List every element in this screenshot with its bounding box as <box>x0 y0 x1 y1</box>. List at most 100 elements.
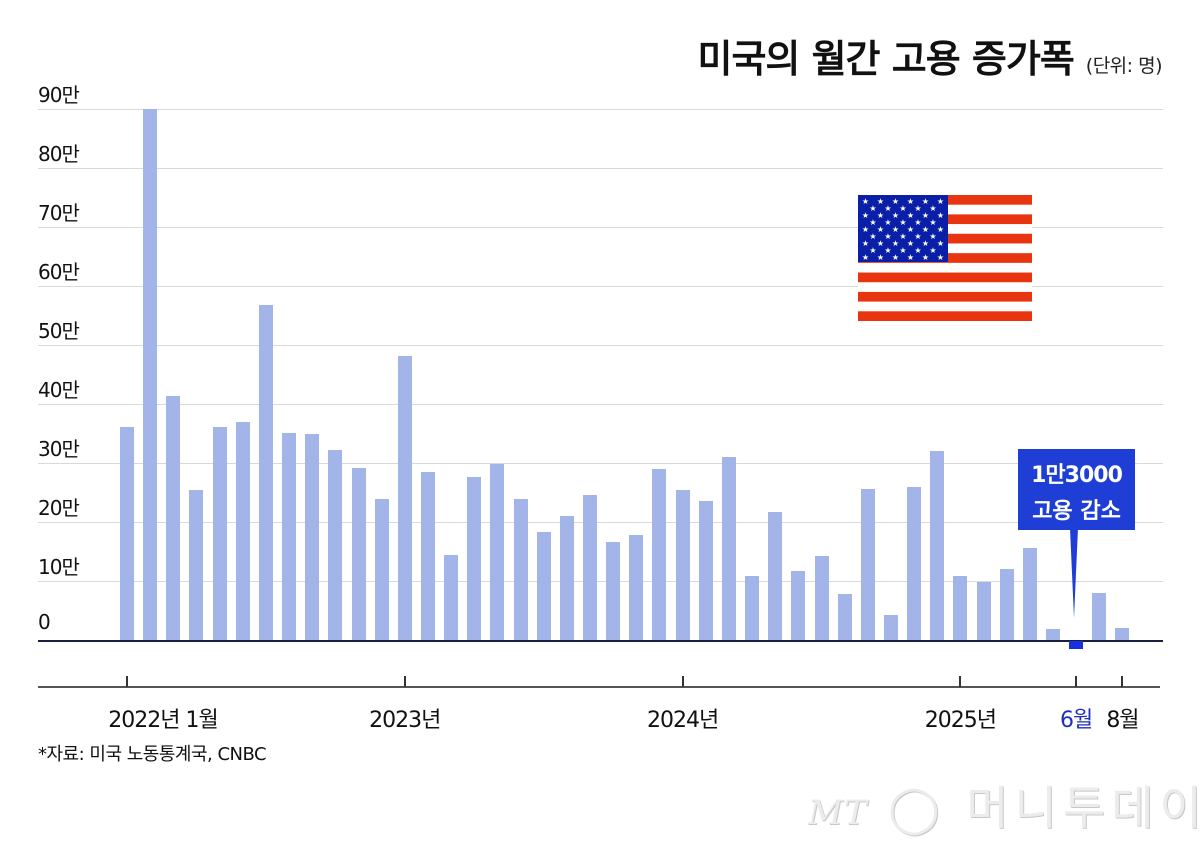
svg-text:★: ★ <box>914 246 921 255</box>
bar-2024-05 <box>768 511 783 640</box>
y-tick-label: 10만 <box>38 555 80 579</box>
svg-text:★: ★ <box>914 232 921 241</box>
svg-text:★: ★ <box>869 204 876 213</box>
svg-text:★: ★ <box>937 253 944 262</box>
bar-2023-08 <box>559 516 574 640</box>
watermark-logo: MT ◯ 머니투데이 <box>808 772 1200 838</box>
watermark-circle-icon: ◯ <box>888 781 946 835</box>
svg-text:★: ★ <box>937 197 944 206</box>
bar-2022-08 <box>282 432 297 640</box>
bar-2025-05 <box>1046 628 1060 640</box>
bar-2023-01 <box>397 356 412 640</box>
callout-text: 고용 감소 <box>1032 499 1121 524</box>
svg-text:★: ★ <box>892 239 899 248</box>
x-tick-label: 2024년 <box>646 708 719 733</box>
svg-text:★: ★ <box>929 204 936 213</box>
svg-text:★: ★ <box>877 253 884 262</box>
bar-2022-04 <box>189 490 204 640</box>
y-tick-label: 40만 <box>38 378 80 402</box>
bar-2023-10 <box>606 542 621 640</box>
svg-text:★: ★ <box>907 225 914 234</box>
bar-2022-01 <box>120 427 134 640</box>
bar-2025-03 <box>999 569 1014 640</box>
svg-text:★: ★ <box>877 239 884 248</box>
svg-text:★: ★ <box>892 253 899 262</box>
bar-2024-12 <box>930 451 945 640</box>
svg-text:★: ★ <box>937 225 944 234</box>
bar-2023-03 <box>444 555 459 640</box>
y-tick-label: 30만 <box>38 437 80 461</box>
bar-2024-01 <box>675 490 690 640</box>
gridline <box>38 463 1163 464</box>
x-tick <box>126 676 128 687</box>
svg-text:★: ★ <box>937 239 944 248</box>
callout-pointer <box>1070 528 1078 618</box>
svg-text:★: ★ <box>907 239 914 248</box>
source-note: *자료: 미국 노동통계국, CNBC <box>38 744 267 765</box>
y-tick-label: 70만 <box>38 201 80 225</box>
svg-text:★: ★ <box>922 253 929 262</box>
bar-2025-04 <box>1022 547 1037 640</box>
svg-text:★: ★ <box>862 211 869 220</box>
y-tick-label: 20만 <box>38 496 80 520</box>
svg-text:★: ★ <box>862 253 869 262</box>
svg-text:★: ★ <box>937 211 944 220</box>
svg-text:★: ★ <box>884 204 891 213</box>
svg-text:★: ★ <box>892 225 899 234</box>
svg-text:★: ★ <box>922 197 929 206</box>
bar-2025-02 <box>976 581 991 640</box>
svg-text:★: ★ <box>922 225 929 234</box>
svg-text:★: ★ <box>884 232 891 241</box>
y-tick-label: 90만 <box>38 83 80 107</box>
bar-2023-07 <box>536 532 551 640</box>
x-tick <box>959 676 962 687</box>
bar-2025-01 <box>953 576 968 640</box>
x-tick-label: 2022년 1월 <box>108 708 218 733</box>
bar-2024-07 <box>814 556 829 640</box>
svg-text:★: ★ <box>892 211 899 220</box>
bar-2023-06 <box>513 498 528 640</box>
bar-2024-09 <box>860 488 875 640</box>
x-axis-line <box>38 686 1160 688</box>
svg-text:★: ★ <box>869 218 876 227</box>
svg-text:★: ★ <box>922 239 929 248</box>
svg-text:★: ★ <box>929 218 936 227</box>
watermark-name: 머니투데이 <box>966 781 1200 835</box>
bar-2024-10 <box>883 615 898 640</box>
bar-2022-03 <box>166 395 181 640</box>
gridline <box>38 227 1163 228</box>
svg-text:★: ★ <box>869 246 876 255</box>
gridline <box>38 168 1163 169</box>
svg-text:★: ★ <box>892 197 899 206</box>
bar-2022-11 <box>351 467 366 640</box>
svg-text:★: ★ <box>922 211 929 220</box>
svg-text:★: ★ <box>877 197 884 206</box>
gridline <box>38 581 1163 582</box>
svg-text:★: ★ <box>907 197 914 206</box>
bar-2025-07 <box>1092 592 1107 640</box>
bar-2023-04 <box>467 477 482 640</box>
bar-2022-02 <box>143 109 158 640</box>
bar-2022-07 <box>258 304 273 640</box>
x-tick <box>1075 676 1078 687</box>
chart-header: 미국의 월간 고용 증가폭 (단위: 명) <box>697 28 1162 83</box>
bar-2023-12 <box>652 468 667 640</box>
bar-2024-11 <box>907 487 922 640</box>
bar-2024-06 <box>791 570 806 640</box>
us-flag-icon: ★ ★ ★ ★ ★ ★★ ★ ★ ★ ★★ ★ ★ ★ ★ ★★ ★ ★ ★ ★★ ★ ★ ★ ★ ★★ ★ ★ ★ ★★ ★ ★ ★ ★ ★★… <box>858 195 1032 321</box>
zero-baseline <box>38 640 1163 642</box>
svg-text:★: ★ <box>877 225 884 234</box>
svg-text:★: ★ <box>899 218 906 227</box>
svg-text:★: ★ <box>907 211 914 220</box>
bar-2022-06 <box>235 422 250 640</box>
svg-text:★: ★ <box>929 232 936 241</box>
bar-2024-02 <box>698 500 713 640</box>
x-tick <box>403 676 406 687</box>
svg-text:★: ★ <box>899 246 906 255</box>
bar-2023-05 <box>490 464 505 640</box>
y-tick-label: 50만 <box>38 319 80 343</box>
bar-2025-08 <box>1115 628 1130 640</box>
gridline <box>38 404 1163 405</box>
x-tick-label: 6월 <box>1060 708 1093 733</box>
